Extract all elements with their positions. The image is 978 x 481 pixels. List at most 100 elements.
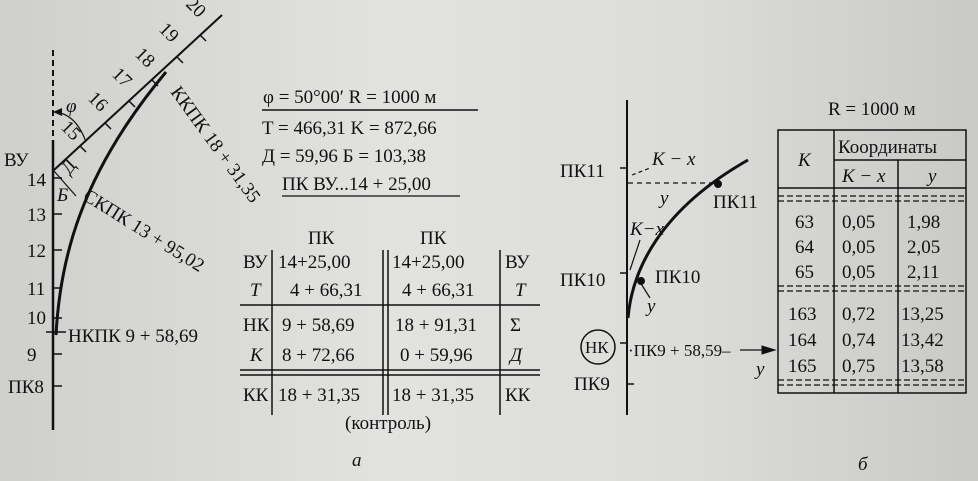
header-pk-2: ПК — [420, 228, 447, 249]
table-cell: 0,05 — [842, 262, 875, 283]
station-19: 19 — [154, 19, 182, 47]
table-cell: ВУ — [505, 252, 530, 273]
table-cell: 0,72 — [842, 304, 875, 325]
caption-a: а — [352, 450, 362, 471]
station-16: 16 — [83, 88, 111, 116]
table-cell: 9 + 58,69 — [282, 315, 354, 336]
table-cell: 14+25,00 — [392, 252, 464, 273]
station-15: 15 — [56, 117, 84, 145]
station-14: 14 — [27, 170, 47, 191]
table-cell: 0,05 — [842, 237, 875, 258]
pk9: ПК9 — [574, 374, 610, 395]
station-20: 20 — [181, 0, 209, 22]
table-cell: 0 + 59,96 — [400, 345, 472, 366]
table-cell: 8 + 72,66 — [282, 345, 354, 366]
table-row: 163 0,72 13,25 — [788, 304, 944, 325]
table-cell: 63 — [795, 212, 814, 233]
station-10: 10 — [27, 308, 46, 329]
pk10-right: ПК10 — [655, 267, 700, 288]
table-cell: 4 + 66,31 — [290, 280, 362, 301]
table-cell: 13,58 — [901, 356, 944, 377]
nk-circle — [580, 329, 616, 365]
table-row: ВУ 14+25,00 14+25,00 ВУ — [243, 252, 530, 273]
table-cell: ВУ — [243, 252, 268, 273]
pk11-left: ПК11 — [560, 161, 605, 182]
tick-16 — [104, 122, 112, 130]
station-pk8: ПК8 — [8, 377, 44, 398]
figure-a-geometry — [46, 14, 223, 430]
nk-label: НК — [585, 338, 609, 357]
table-cell: 18 + 31,35 — [392, 385, 474, 406]
param-pk-vu: ПК ВУ...14 + 25,00 — [282, 174, 431, 195]
bisector-line — [53, 170, 77, 197]
nkpk-label: НКПК 9 + 58,69 — [68, 326, 198, 347]
station-11: 11 — [27, 279, 45, 300]
figure-a-station-labels: ВУ 14 13 12 11 10 9 ПК8 НКПК 9 + 58,69 — [4, 150, 198, 398]
table-cell: 18 + 31,35 — [278, 385, 360, 406]
col-coordinates: Координаты — [838, 137, 937, 158]
table-cell: 13,25 — [901, 304, 944, 325]
param-t-k: T = 466,31 K = 872,66 — [262, 118, 437, 139]
table-row: 63 0,05 1,98 — [795, 212, 940, 233]
table-row: КК 18 + 31,35 18 + 31,35 КК — [243, 385, 531, 406]
table-row: 164 0,74 13,42 — [788, 330, 944, 351]
table-cell: Д — [508, 345, 523, 366]
table-row: 165 0,75 13,58 — [788, 356, 944, 377]
point-pk10 — [637, 277, 645, 285]
table-cell: K — [249, 345, 264, 366]
table-cell: 65 — [795, 262, 814, 283]
pk11-right: ПК11 — [713, 192, 758, 213]
tick-17 — [128, 100, 136, 108]
table-cell: 163 — [788, 304, 817, 325]
table-cell: 0,75 — [842, 356, 875, 377]
table-cell: 165 — [788, 356, 817, 377]
table-row: 64 0,05 2,05 — [795, 237, 940, 258]
station-17: 17 — [107, 64, 135, 92]
vu-label: ВУ — [4, 150, 29, 171]
table-cell: 0,05 — [842, 212, 875, 233]
phi-label: φ — [66, 96, 77, 117]
table-cell: 2,11 — [907, 262, 940, 283]
table-cell: НК — [243, 315, 270, 336]
table-cell: T — [250, 280, 262, 301]
outgoing-tangent-line — [53, 14, 223, 171]
kx-label-2: K−x — [629, 219, 664, 240]
y-label-2: y — [645, 296, 656, 317]
figure-b-geometry — [580, 100, 777, 415]
station-9: 9 — [27, 345, 37, 366]
table-row: T 4 + 66,31 4 + 66,31 T — [250, 280, 527, 301]
table-row: K 8 + 72,66 0 + 59,96 Д — [249, 345, 523, 366]
table-cell: 2,05 — [907, 237, 940, 258]
caption-b: б — [858, 454, 869, 475]
table-cell: 164 — [788, 330, 817, 351]
table-cell: 14+25,00 — [278, 252, 350, 273]
circular-curve — [54, 71, 168, 336]
param-angle-radius: φ = 50°00′ R = 1000 м — [263, 87, 436, 108]
table-cell: 13,42 — [901, 330, 944, 351]
delta-label: Д — [56, 155, 82, 179]
tick-18 — [151, 79, 159, 87]
arrow-head-icon — [761, 345, 777, 355]
station-18: 18 — [130, 44, 158, 72]
coordinates-table: R = 1000 м K Координаты K − x y 63 0,05 1,… — [788, 99, 944, 475]
figure-b-labels: ПК11 ПК11 ПК10 ПК10 ПК9 НК ·ПК9 + 58,59–… — [560, 149, 765, 395]
station-12: 12 — [27, 241, 46, 262]
table-cell: 4 + 66,31 — [402, 280, 474, 301]
table-cell: 1,98 — [907, 212, 940, 233]
kx-pointer — [629, 239, 641, 271]
point-pk11 — [714, 180, 722, 188]
tick-20 — [199, 34, 207, 42]
param-d-b: Д = 59,96 Б = 103,38 — [262, 146, 426, 167]
table-cell: 0,74 — [842, 330, 876, 351]
figure-a-table — [240, 250, 540, 415]
coordinates-table-grid — [777, 129, 967, 394]
y-label-3: y — [754, 359, 765, 380]
table-title: R = 1000 м — [828, 99, 916, 120]
pk10-left: ПК10 — [560, 270, 605, 291]
col-y: y — [926, 166, 937, 187]
kkpk-label: ККПК 18 + 31,35 — [166, 83, 264, 207]
y-label-1: y — [658, 188, 669, 209]
tick-19 — [176, 56, 184, 64]
table-cell: 18 + 91,31 — [395, 315, 477, 336]
